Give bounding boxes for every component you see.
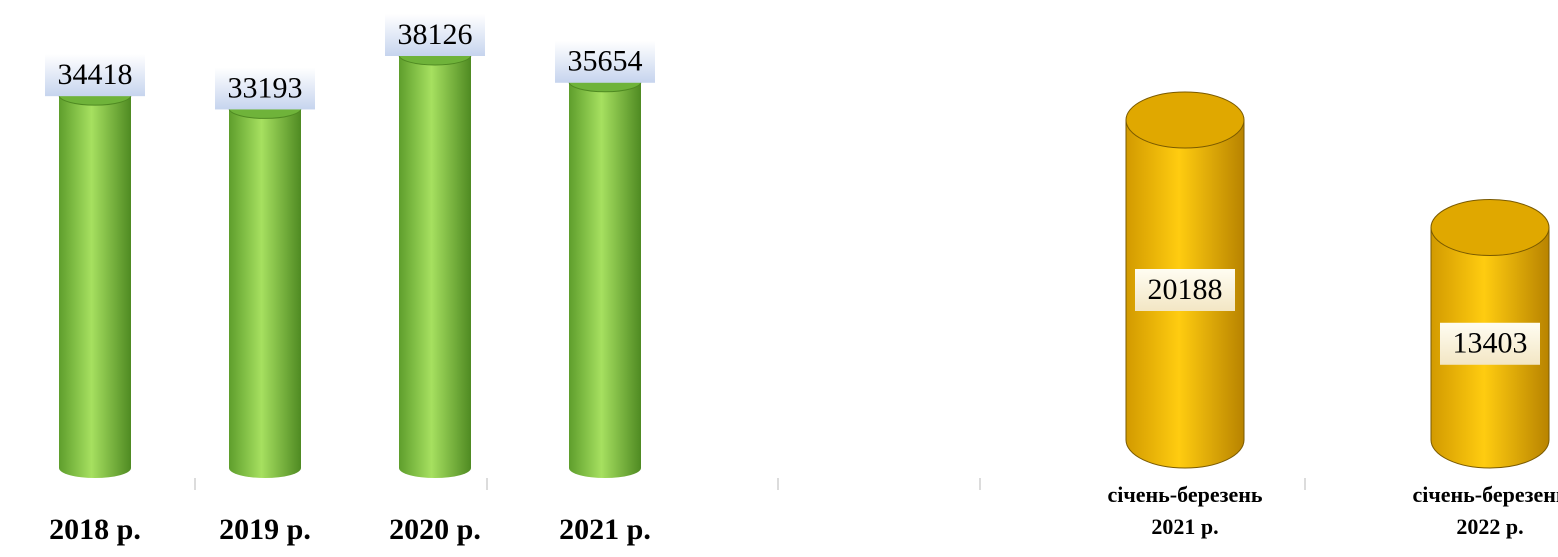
cylinder-body	[229, 108, 301, 478]
cylinder-top	[1125, 91, 1245, 149]
separators	[194, 478, 1306, 490]
data-label-box	[1440, 322, 1540, 365]
cylinder-body	[569, 81, 641, 478]
category-label: 2019 р.	[219, 513, 311, 546]
category-label: 2020 р.	[389, 513, 481, 546]
cylinder-top	[1430, 199, 1550, 257]
category-label: 2021 р.	[559, 513, 651, 546]
data-label: 33193	[228, 71, 303, 104]
cylinder-body	[59, 95, 131, 478]
data-label-box	[45, 54, 145, 97]
category-label: січень-березень 2022 р.	[1412, 481, 1558, 539]
data-label: 35654	[568, 45, 643, 78]
data-label: 20188	[1148, 273, 1223, 306]
data-label-box	[215, 67, 315, 110]
data-label: 38126	[398, 18, 473, 51]
data-label-box	[385, 14, 485, 56]
data-label-box	[1135, 269, 1235, 311]
data-label: 13403	[1453, 327, 1528, 360]
category-label: січень-березень 2021 р.	[1107, 481, 1263, 539]
category-label: 2018 р.	[49, 513, 141, 546]
cylinder-body	[399, 55, 471, 478]
data-label: 34418	[58, 58, 133, 91]
data-label-box	[555, 40, 655, 83]
